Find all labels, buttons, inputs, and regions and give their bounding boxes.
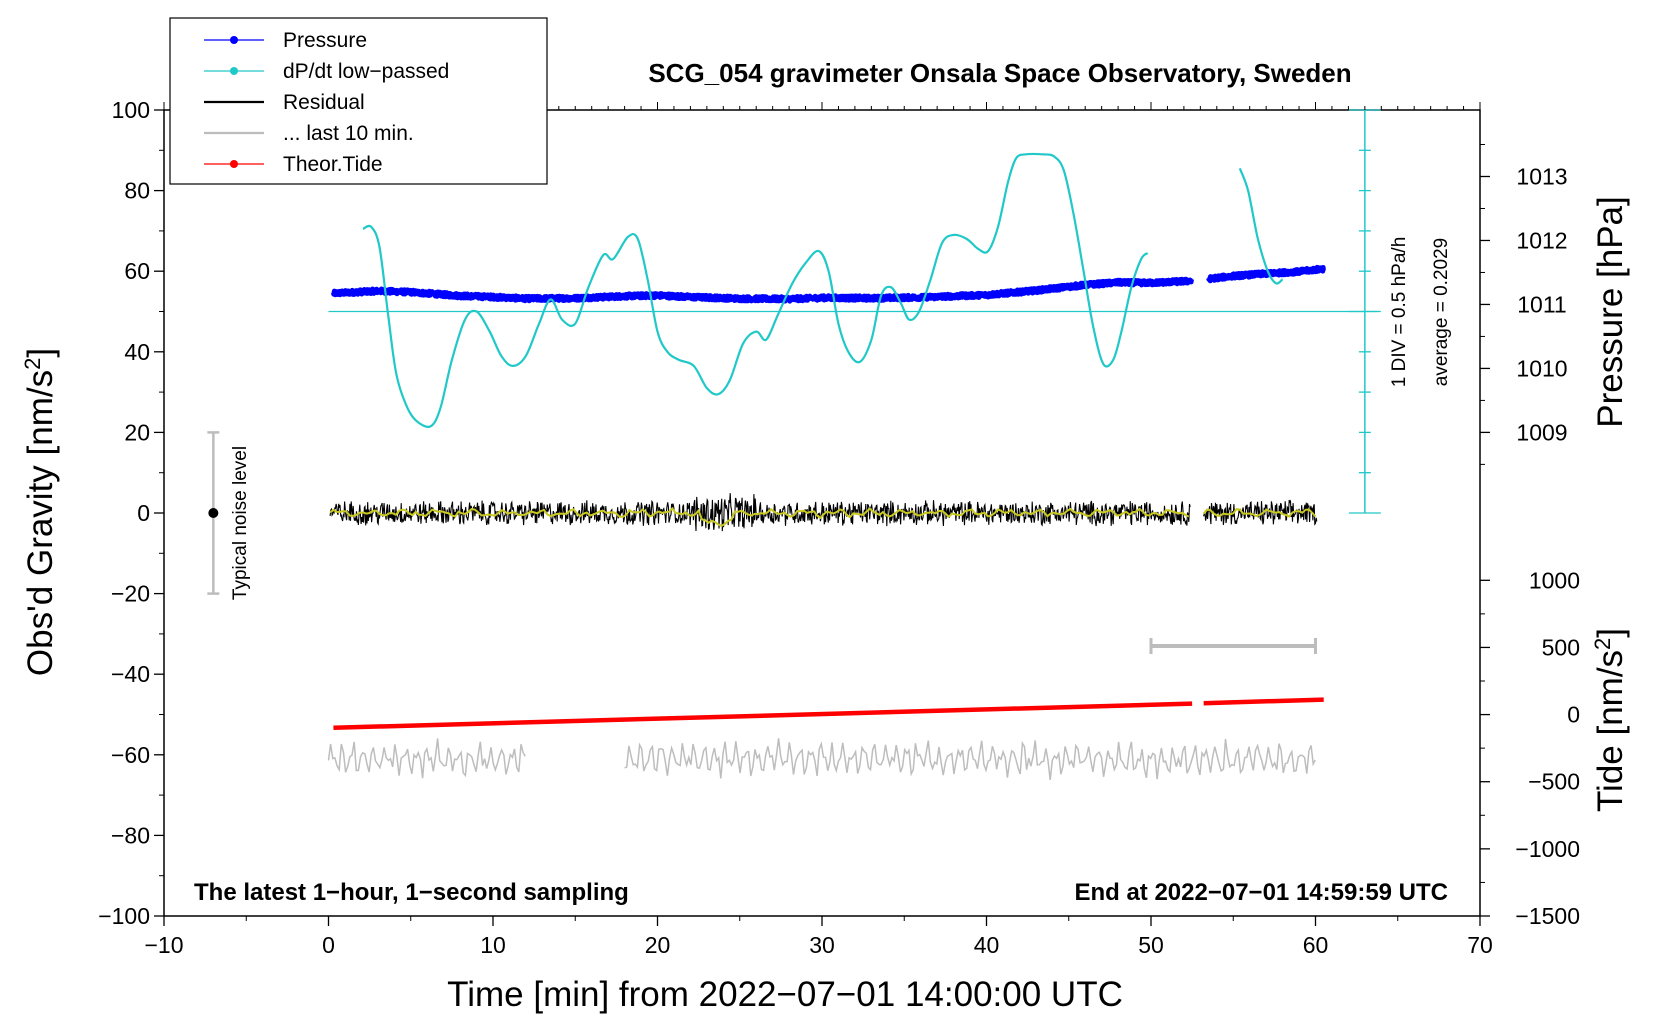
y-tick-label: −60 [111, 742, 150, 768]
pressure-tick-label: 1010 [1516, 355, 1567, 381]
legend-label: Theor.Tide [283, 153, 383, 176]
pressure-tick-label: 1009 [1516, 419, 1567, 445]
y-tick-label: −100 [98, 903, 150, 929]
y-tick-label: 40 [124, 339, 150, 365]
pressure-line [330, 276, 1194, 304]
dpdt-scale-line2: average = 0.2029 [1431, 238, 1452, 386]
residual-smoothed-line [329, 506, 1190, 527]
dpdt-scale-line1: 1 DIV = 0.5 hPa/h [1389, 237, 1410, 388]
last10-line [327, 738, 526, 779]
pressure-tick-label: 1012 [1516, 227, 1567, 253]
legend-label: Pressure [283, 29, 367, 52]
tide-tick-label: −1500 [1515, 903, 1580, 929]
legend-label: dP/dt low−passed [283, 60, 449, 83]
legend-marker [230, 67, 238, 75]
x-tick-label: 0 [322, 932, 335, 958]
y-tick-label: 80 [124, 178, 150, 204]
y-axis-title-sup: 2 [20, 358, 45, 370]
y-axis-title-main: Obs'd Gravity [nm/s [21, 370, 60, 676]
tide-line [1203, 697, 1324, 706]
tide-tick-label: 0 [1567, 702, 1580, 728]
y-axis-title: Obs'd Gravity [nm/s2] [20, 348, 60, 676]
x-tick-label: 10 [480, 932, 506, 958]
axis-layer: −10 0 10 20 30 40 50 60 70−100−80−60−40−20020406… [98, 97, 1580, 958]
x-axis-title: Time [min] from 2022−07−01 14:00:00 UTC [447, 975, 1123, 1014]
tide-line [333, 701, 1193, 731]
residual-smoothed-line [1202, 508, 1317, 518]
dpdt-line [1238, 167, 1284, 285]
tide-tick-label: −500 [1528, 769, 1580, 795]
y-tick-label: −20 [111, 581, 150, 607]
legend-label: Residual [283, 91, 365, 114]
chart-title: SCG_054 gravimeter Onsala Space Observat… [648, 58, 1351, 88]
y-tick-label: 60 [124, 258, 150, 284]
y-axis-title-close: ] [21, 348, 60, 358]
tide-axis-title: Tide [nm/s2] [1590, 628, 1630, 812]
y-tick-label: −80 [111, 822, 150, 848]
last10-line [624, 738, 1316, 780]
dpdt-line [362, 152, 1149, 428]
note-left: The latest 1−hour, 1−second sampling [194, 879, 629, 906]
y-tick-label: 20 [124, 419, 150, 445]
legend: Pressure dP/dt low−passed Residual ... last… [169, 17, 548, 185]
x-tick-label: 40 [974, 932, 1000, 958]
noise-bar-label: Typical noise level [230, 446, 251, 600]
tide-tick-label: 1000 [1529, 567, 1580, 593]
x-tick-label: 50 [1138, 932, 1164, 958]
pressure-axis-title: Pressure [hPa] [1591, 196, 1630, 428]
pressure-tick-label: 1011 [1517, 291, 1566, 317]
residual-line [1203, 499, 1318, 526]
x-tick-label: 30 [809, 932, 835, 958]
noise-bar-center [208, 508, 219, 518]
pressure-line [1206, 264, 1326, 284]
y-tick-label: −40 [111, 661, 150, 687]
legend-marker [230, 160, 238, 168]
series-layer [327, 152, 1326, 780]
tide-axis-title-close: ] [1591, 628, 1630, 638]
x-tick-label: 60 [1303, 932, 1329, 958]
x-tick-label: −10 [144, 932, 183, 958]
x-tick-label: 20 [645, 932, 671, 958]
tide-axis-title-main: Tide [nm/s [1591, 650, 1630, 812]
y-tick-label: 100 [112, 97, 150, 123]
tide-axis-title-sup: 2 [1590, 638, 1615, 650]
annotation-layer [207, 109, 1381, 654]
note-right: End at 2022−07−01 14:59:59 UTC [1074, 879, 1448, 906]
legend-label: ... last 10 min. [283, 122, 414, 145]
pressure-tick-label: 1013 [1516, 163, 1567, 189]
x-tick-label: 70 [1467, 932, 1493, 958]
tide-tick-label: −1000 [1515, 836, 1580, 862]
tide-tick-label: 500 [1542, 634, 1580, 660]
legend-marker [230, 36, 238, 44]
y-tick-label: 0 [137, 500, 150, 526]
